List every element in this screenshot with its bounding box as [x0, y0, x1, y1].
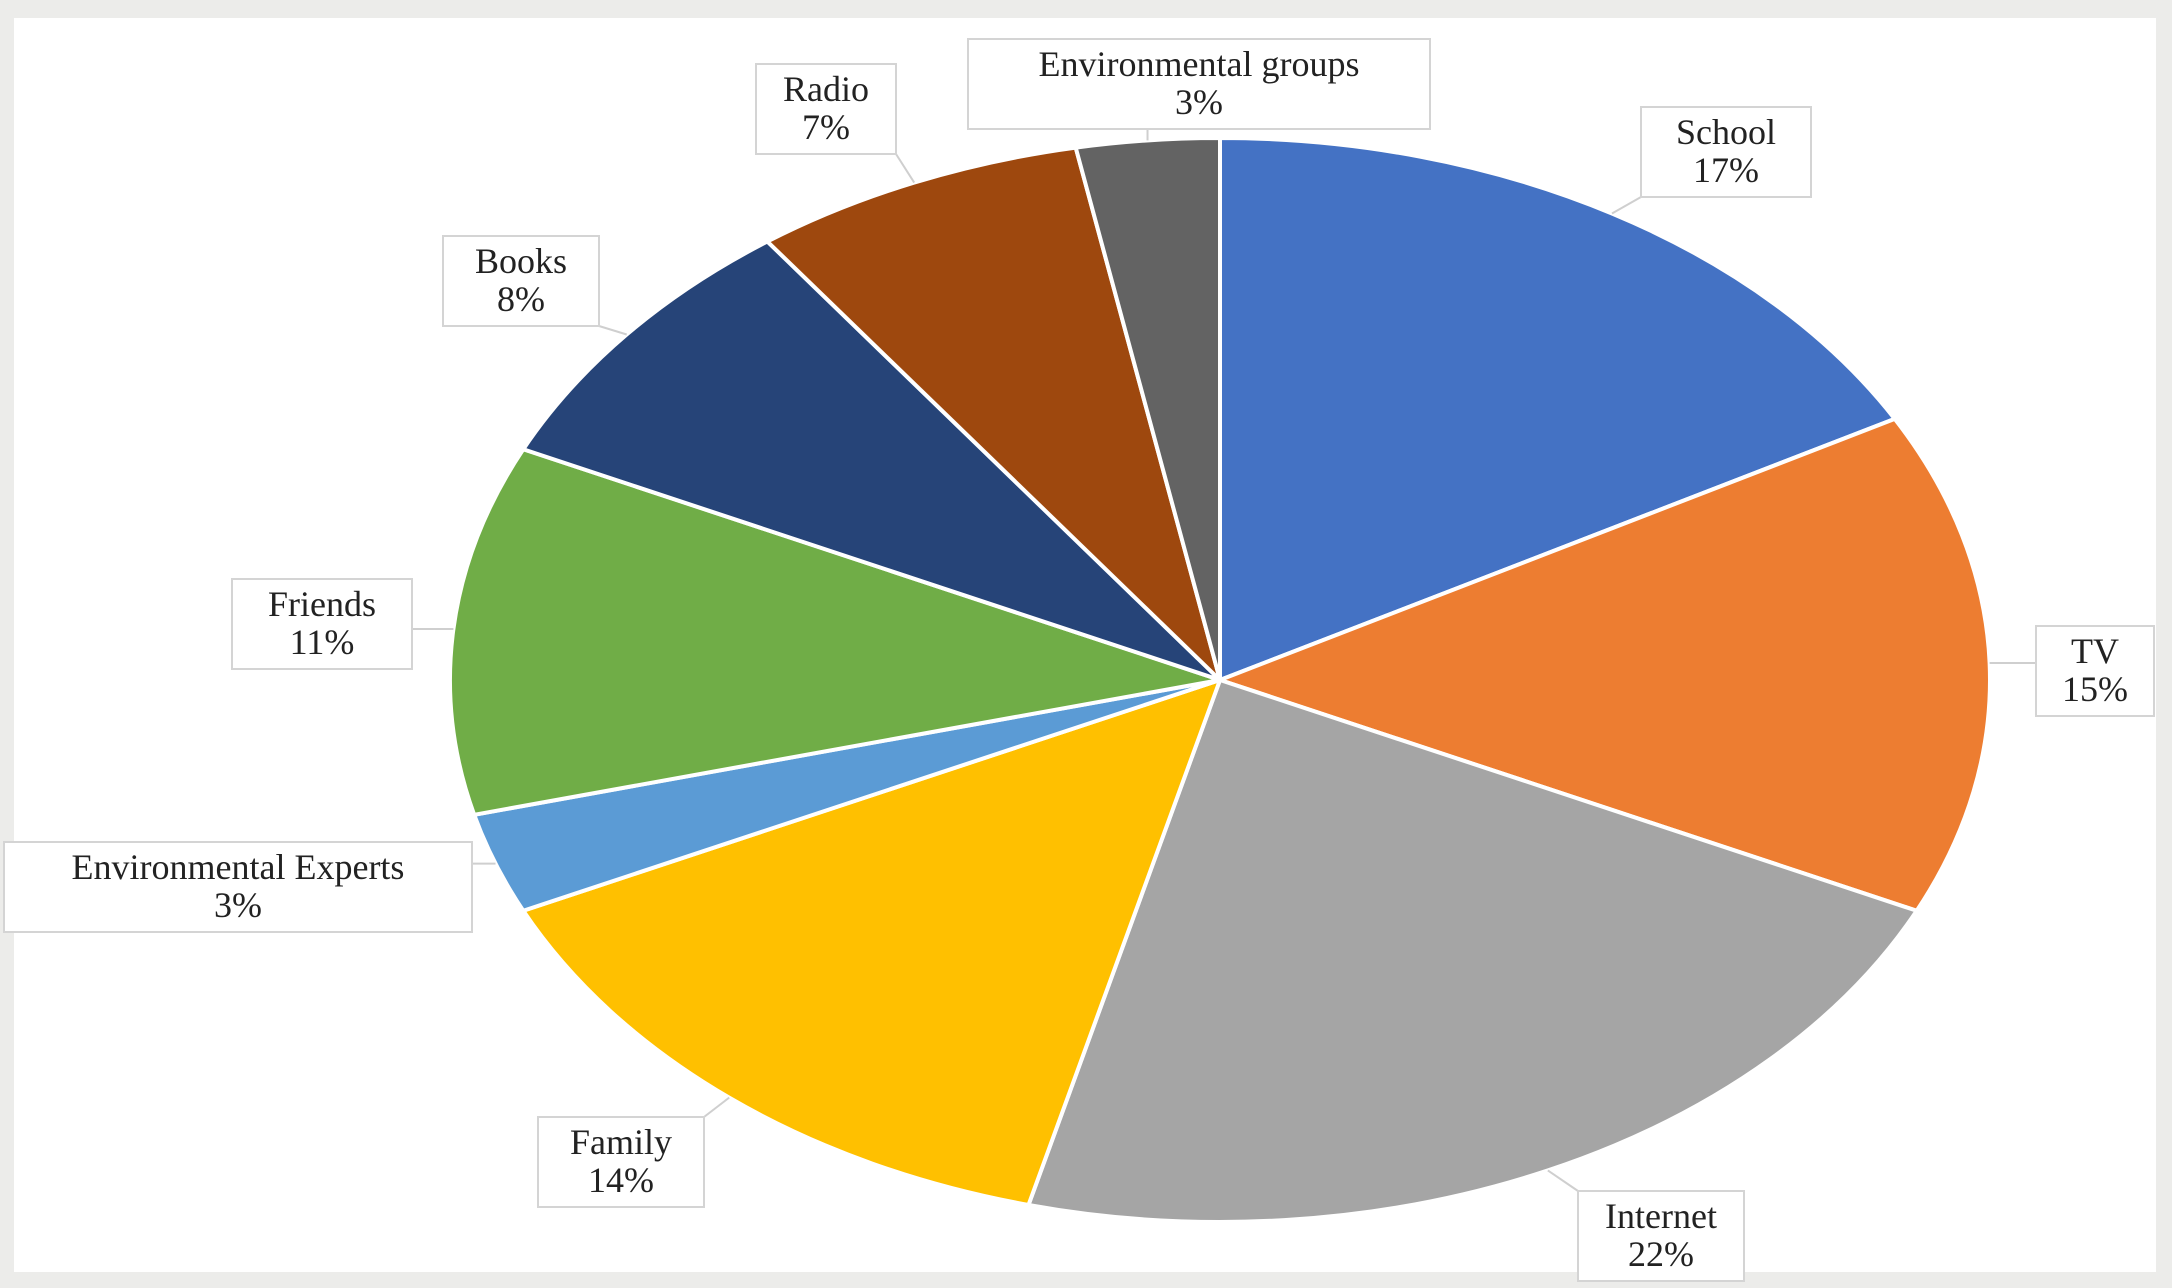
data-label-category: Friends [268, 584, 376, 624]
data-label-category: TV [2071, 631, 2119, 671]
data-label-percent: 11% [290, 622, 355, 662]
data-label-percent: 3% [1175, 82, 1223, 122]
data-label-category: Radio [783, 69, 869, 109]
data-label-percent: 15% [2062, 669, 2128, 709]
data-label-box [967, 38, 1431, 130]
data-label-category: Family [570, 1122, 672, 1162]
data-label-box [1577, 1190, 1745, 1282]
data-label-category: Environmental groups [1039, 44, 1360, 84]
data-label-box [537, 1116, 705, 1208]
data-label-percent: 3% [214, 885, 262, 925]
data-label-box [2035, 625, 2155, 717]
data-label-percent: 14% [588, 1160, 654, 1200]
pie-slice-radio [765, 145, 1222, 682]
leader-lines [412, 129, 2036, 1192]
pie-slices [448, 136, 1993, 1224]
data-label-percent: 7% [802, 107, 850, 147]
data-label-percent: 17% [1693, 150, 1759, 190]
data-label-box [1640, 106, 1812, 198]
data-label-category: Books [475, 241, 567, 281]
data-label-percent: 8% [497, 279, 545, 319]
pie-slice-books [521, 239, 1222, 682]
data-label-category: Environmental Experts [72, 847, 405, 887]
pie-slice-family [521, 678, 1222, 1207]
pie-slice-environmental-groups [1073, 136, 1222, 682]
data-label-box [442, 235, 600, 327]
leader-line [703, 1096, 730, 1118]
data-label-category: Internet [1605, 1196, 1717, 1236]
leader-line [1611, 196, 1642, 215]
leader-line [1547, 1169, 1579, 1192]
data-label-box [3, 841, 473, 933]
data-label-percent: 22% [1628, 1234, 1694, 1274]
leader-line [598, 325, 627, 336]
pie-slice-internet [1026, 678, 1919, 1224]
data-label-category: School [1676, 112, 1776, 152]
data-label-box [755, 63, 897, 155]
leader-line [895, 153, 916, 184]
data-label-box [231, 578, 413, 670]
